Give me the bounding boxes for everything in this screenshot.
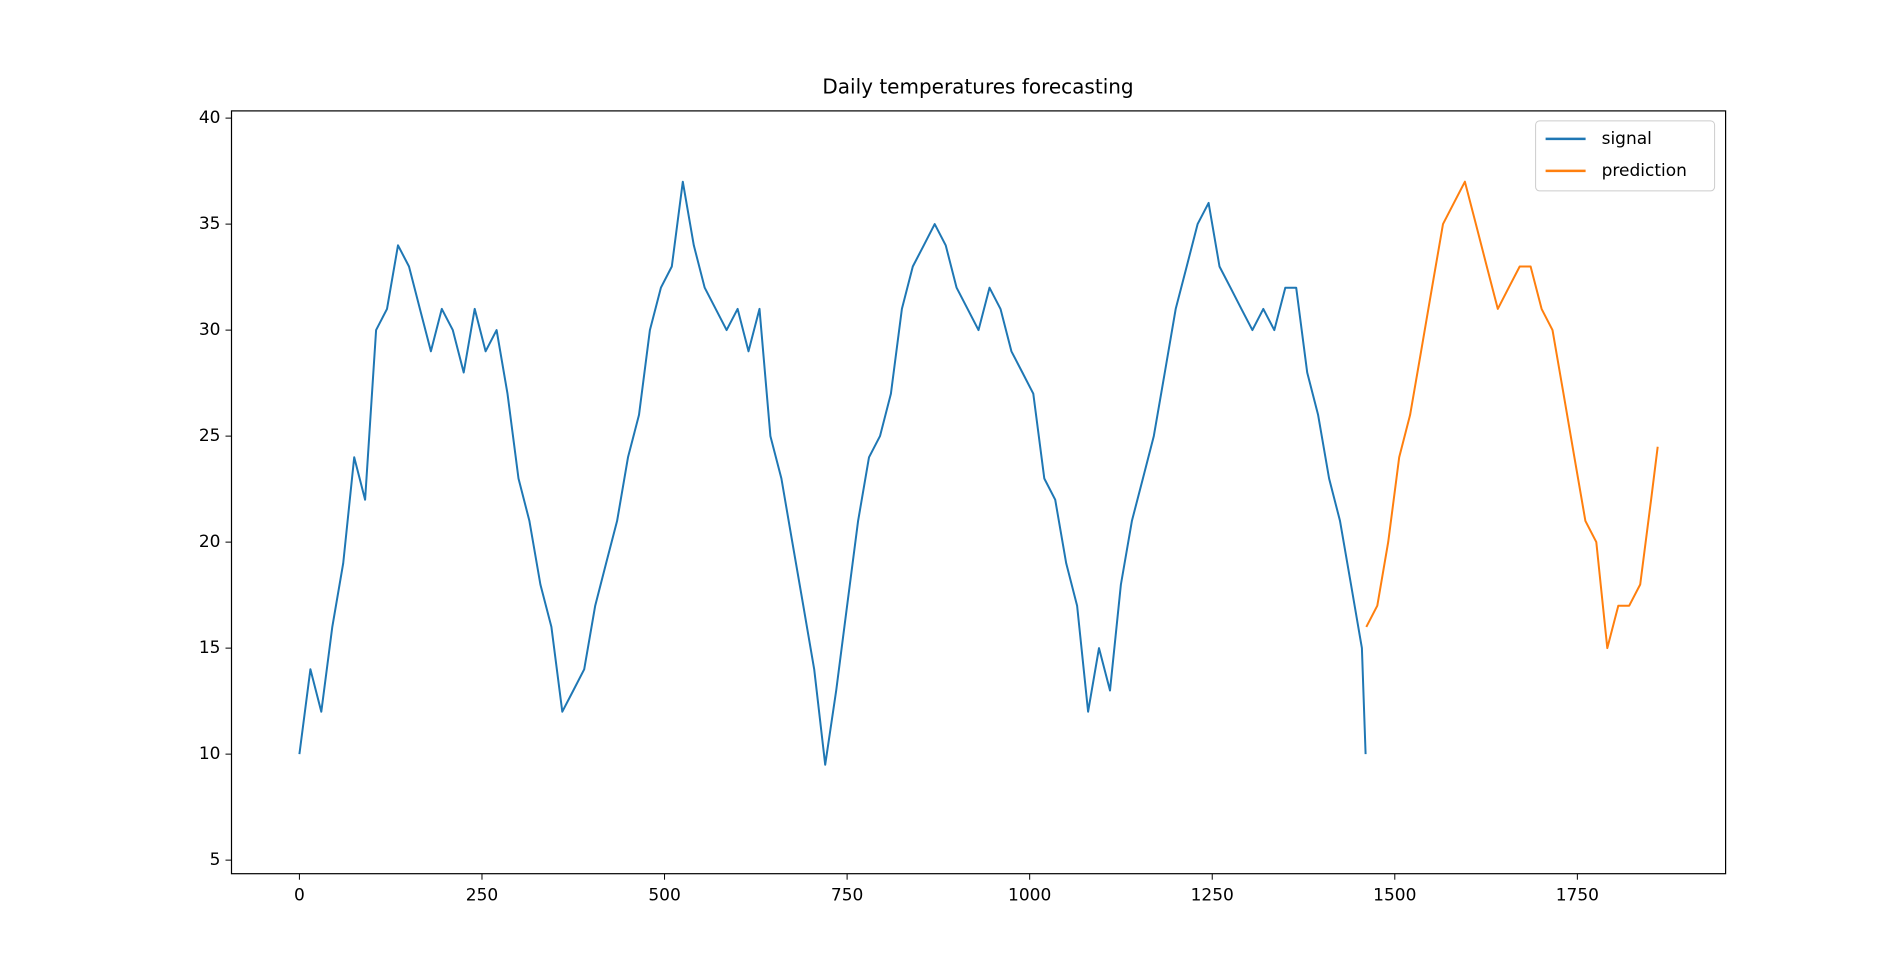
y-tick-label: 25 (199, 426, 221, 446)
x-tick-label: 0 (294, 886, 305, 906)
series-line (1365, 180, 1659, 650)
x-tick-label: 1250 (1191, 886, 1234, 906)
y-tick-label: 30 (199, 320, 221, 340)
x-tick-label: 1500 (1373, 886, 1416, 906)
y-tick-label: 20 (199, 532, 221, 552)
x-tick-label: 750 (831, 886, 863, 906)
plot-frame (230, 110, 1727, 875)
legend-label: prediction (1602, 161, 1687, 181)
y-tick-label: 15 (199, 638, 221, 658)
y-tick-label: 10 (199, 744, 221, 764)
y-tick-label: 5 (210, 850, 221, 870)
y-tick-label: 40 (199, 108, 221, 128)
series-line (298, 180, 1367, 766)
x-tick-label: 250 (466, 886, 498, 906)
x-tick-label: 1000 (1008, 886, 1051, 906)
y-tick-label: 35 (199, 214, 221, 234)
x-tick-label: 1750 (1556, 886, 1599, 906)
x-tick-label: 500 (648, 886, 680, 906)
legend-label: signal (1602, 129, 1652, 149)
chart-title: Daily temperatures forecasting (822, 75, 1133, 99)
